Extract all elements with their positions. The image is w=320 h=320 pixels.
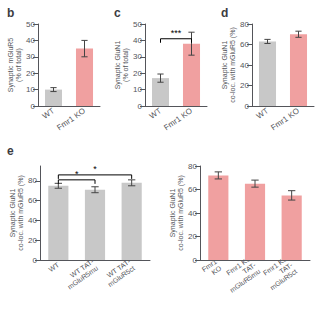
svg-text:co-loc. with mGluR5 (%): co-loc. with mGluR5 (%) (17, 175, 25, 250)
svg-text:80: 80 (28, 176, 37, 185)
svg-text:Fmr1 KO: Fmr1 KO (162, 106, 194, 132)
svg-text:mGluR5ct: mGluR5ct (106, 264, 136, 288)
svg-text:co-loc. with mGluR5 (%): co-loc. with mGluR5 (%) (177, 175, 185, 250)
svg-text:20: 20 (28, 236, 37, 245)
svg-text:(% of total): (% of total) (122, 48, 130, 82)
svg-text:c: c (114, 6, 121, 20)
svg-text:10: 10 (133, 85, 142, 94)
svg-text:60: 60 (240, 40, 249, 49)
svg-text:80: 80 (188, 162, 197, 171)
svg-text:Synaptic GluN1: Synaptic GluN1 (221, 41, 229, 90)
svg-text:50: 50 (26, 20, 35, 29)
svg-text:*: * (93, 164, 97, 174)
svg-text:co-loc. with mGluR5 (%): co-loc. with mGluR5 (%) (229, 27, 237, 102)
svg-text:WT: WT (41, 106, 56, 121)
svg-text:Fmr1 KO: Fmr1 KO (269, 106, 301, 132)
svg-text:40: 40 (133, 36, 142, 45)
svg-text:Fmr1 KO: Fmr1 KO (261, 254, 290, 277)
svg-text:mGluR5ct: mGluR5ct (269, 268, 299, 292)
svg-text:Fmr1 KO: Fmr1 KO (55, 106, 87, 132)
svg-text:20: 20 (133, 69, 142, 78)
svg-text:WT: WT (47, 261, 61, 273)
svg-text:60: 60 (28, 196, 37, 205)
svg-text:Synaptic GluN1: Synaptic GluN1 (114, 41, 122, 90)
svg-text:Fmr1 KO: Fmr1 KO (225, 254, 253, 277)
svg-text:*: * (75, 169, 79, 179)
svg-text:mGluR5mu: mGluR5mu (66, 264, 99, 290)
svg-text:20: 20 (240, 81, 249, 90)
svg-text:40: 40 (188, 209, 197, 218)
svg-text:mGluR5mu: mGluR5mu (229, 268, 262, 294)
svg-text:40: 40 (28, 216, 37, 225)
svg-text:10: 10 (26, 85, 35, 94)
svg-text:WT: WT (255, 106, 270, 121)
svg-text:TAT-: TAT- (278, 261, 294, 275)
svg-text:0: 0 (138, 102, 143, 111)
svg-text:60: 60 (188, 185, 197, 194)
svg-text:20: 20 (188, 232, 197, 241)
svg-text:40: 40 (26, 36, 35, 45)
svg-text:30: 30 (26, 52, 35, 61)
svg-text:30: 30 (133, 52, 142, 61)
svg-text:(% of total): (% of total) (15, 48, 23, 82)
svg-text:WT TAT-: WT TAT- (68, 257, 95, 279)
svg-text:d: d (221, 6, 228, 20)
svg-text:Synaptic mGluR5: Synaptic mGluR5 (7, 38, 15, 93)
svg-text:0: 0 (31, 102, 36, 111)
svg-text:80: 80 (240, 20, 249, 29)
svg-text:b: b (7, 6, 14, 20)
svg-text:20: 20 (26, 69, 35, 78)
svg-text:WT TAT-: WT TAT- (105, 257, 132, 279)
svg-text:e: e (7, 144, 14, 158)
svg-text:Synaptic GluN1: Synaptic GluN1 (9, 189, 17, 238)
svg-text:0: 0 (33, 256, 38, 265)
svg-text:TAT-: TAT- (241, 261, 257, 275)
svg-text:50: 50 (133, 20, 142, 29)
svg-text:Synaptic GluN1: Synaptic GluN1 (169, 189, 177, 238)
svg-text:0: 0 (245, 102, 250, 111)
svg-text:40: 40 (240, 61, 249, 70)
svg-text:Fmr1: Fmr1 (200, 257, 218, 273)
svg-text:***: *** (171, 28, 182, 38)
svg-text:WT: WT (148, 106, 163, 121)
svg-text:KO: KO (210, 264, 223, 276)
svg-text:0: 0 (193, 256, 198, 265)
